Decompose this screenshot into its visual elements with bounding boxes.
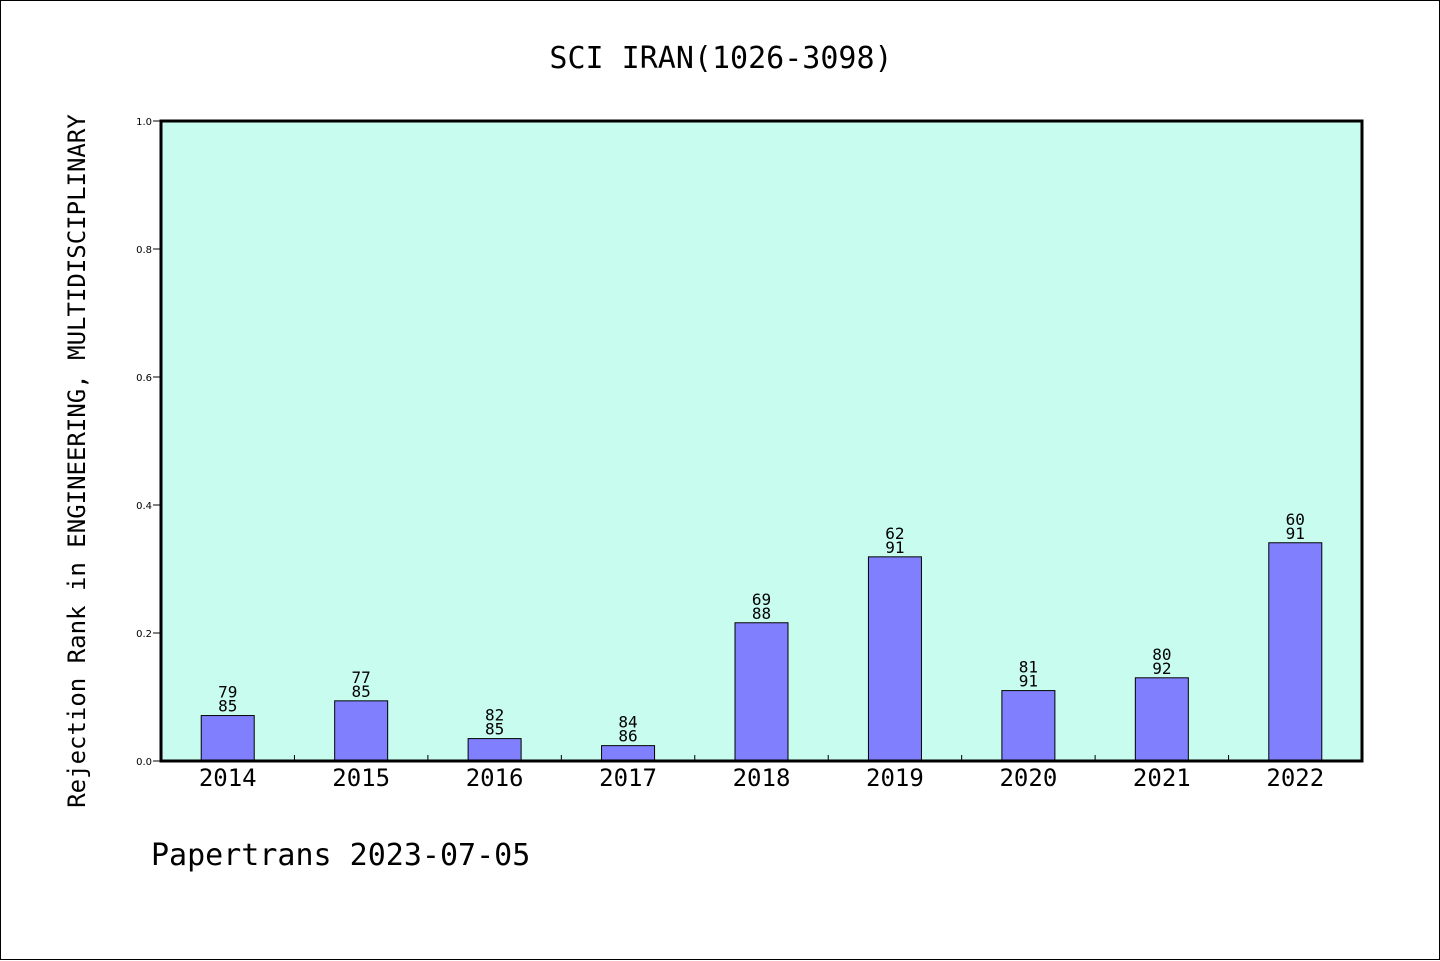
bar-label-bottom: 88: [752, 604, 771, 623]
plot-border: [159, 119, 1364, 763]
x-tick-label: 2018: [733, 764, 791, 792]
bar-label-bottom: 86: [618, 727, 637, 746]
bar-label-top: 69: [752, 590, 771, 609]
bar-2020: [1001, 690, 1056, 762]
chart-title: SCI IRAN(1026-3098): [549, 41, 892, 76]
bar-label-bottom: 91: [1019, 672, 1038, 691]
x-axis: 2014 2015 2016 2017 2018 2019 2020 2021 2022: [199, 755, 1324, 792]
x-tick-label: 2017: [599, 764, 657, 792]
footer-credit: Papertrans 2023-07-05: [151, 838, 530, 873]
bar-label-bottom: 91: [1286, 524, 1305, 543]
bar-label-bottom: 85: [352, 682, 371, 701]
y-tick-label: 1.0: [136, 117, 152, 128]
bar-label-bottom: 85: [485, 720, 504, 739]
y-tick-label: 0.2: [136, 629, 152, 640]
bar-label-top: 84: [618, 713, 637, 732]
bar-label-top: 81: [1019, 658, 1038, 677]
x-tick-label: 2019: [866, 764, 924, 792]
y-axis-label: Rejection Rank in ENGINEERING, MULTIDISC…: [63, 114, 91, 808]
bar-2017: [601, 745, 656, 762]
bar-2016: [467, 738, 522, 762]
bar-2015: [334, 700, 389, 762]
y-tick-label: 0.0: [136, 757, 152, 768]
bar-label-top: 60: [1286, 510, 1305, 529]
y-tick-label: 0.6: [136, 373, 152, 384]
bar-2018: [734, 622, 789, 762]
x-tick-label: 2016: [466, 764, 524, 792]
bar-label-bottom: 85: [218, 697, 237, 716]
bar-label-top: 80: [1152, 645, 1171, 664]
bar-2014: [200, 715, 255, 762]
bar-label-top: 62: [885, 524, 904, 543]
x-tick-label: 2022: [1266, 764, 1324, 792]
y-tick-label: 0.4: [136, 501, 152, 512]
x-tick-label: 2015: [332, 764, 390, 792]
bar-2021: [1134, 677, 1189, 762]
bar-label-top: 79: [218, 683, 237, 702]
x-tick-label: 2021: [1133, 764, 1191, 792]
bar-2019: [867, 556, 922, 762]
bar-label-top: 77: [352, 668, 371, 687]
x-tick-label: 2014: [199, 764, 257, 792]
bar-label-top: 82: [485, 706, 504, 725]
bar-2022: [1268, 542, 1323, 762]
bar-label-bottom: 91: [885, 538, 904, 557]
x-tick-label: 2020: [999, 764, 1057, 792]
y-tick-label: 0.8: [136, 245, 152, 256]
bar-label-bottom: 92: [1152, 659, 1171, 678]
y-axis: 0.0 0.2 0.4 0.6 0.8 1.0: [136, 117, 161, 768]
